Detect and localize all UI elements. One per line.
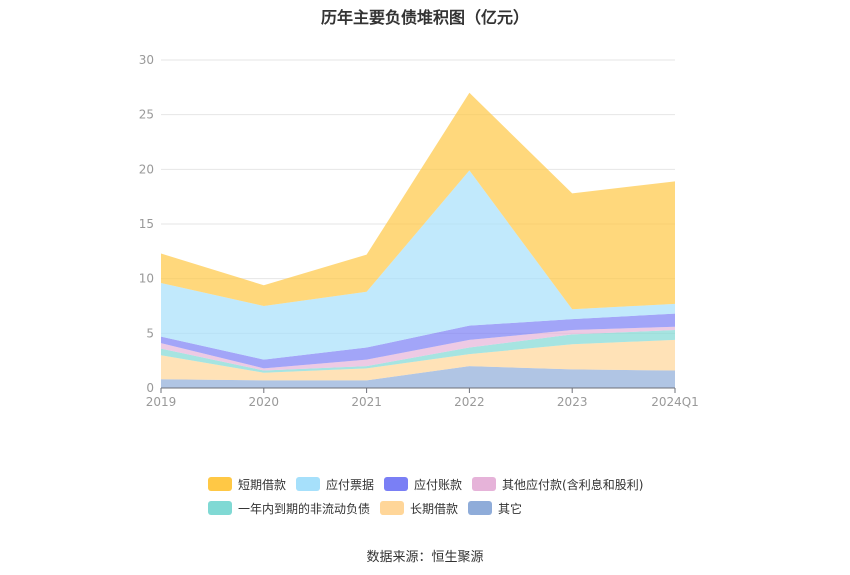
legend-item-long-term-loans[interactable]: 长期借款: [380, 500, 458, 517]
area-series-6: [161, 92, 675, 310]
stacked-area-chart: 2019 2020 2021 2022 2023 2024Q1 0 5 10 15 20 25 30: [139, 53, 699, 409]
legend-label: 长期借款: [410, 501, 459, 516]
y-tick-label: 5: [146, 326, 154, 340]
legend-swatch: [384, 477, 409, 491]
x-tick-label: 2022: [454, 395, 485, 409]
legend-label: 一年内到期的非流动负债: [238, 501, 371, 516]
area-series-0: [161, 366, 675, 388]
legend-item-notes-payable[interactable]: 应付票据: [296, 476, 374, 493]
legend-swatch: [468, 501, 493, 515]
legend-item-current-noncurrent-liabilities[interactable]: 一年内到期的非流动负债: [208, 500, 370, 517]
x-tick-label: 2021: [351, 395, 382, 409]
legend-label: 其他应付款(含利息和股利): [502, 477, 644, 492]
legend-swatch: [296, 477, 321, 491]
y-tick-label: 20: [139, 162, 154, 176]
legend-label: 短期借款: [238, 477, 287, 492]
area-series-3: [161, 326, 675, 371]
legend: 短期借款 应付票据 应付账款 其他应付款(含利息和股利) 一年内到期的非流动负债…: [208, 472, 688, 520]
legend-label: 应付票据: [326, 477, 375, 492]
y-tick-label: 15: [139, 217, 154, 231]
legend-label: 其它: [498, 501, 523, 516]
legend-item-other[interactable]: 其它: [468, 500, 522, 517]
legend-swatch: [208, 477, 232, 491]
legend-swatch: [472, 477, 497, 491]
area-series-4: [161, 313, 675, 369]
y-tick-label: 10: [139, 272, 154, 286]
x-tick-label: 2020: [249, 395, 280, 409]
legend-item-accounts-payable[interactable]: 应付账款: [384, 476, 462, 493]
y-axis: 0 5 10 15 20 25 30: [139, 53, 154, 395]
x-tick-label: 2023: [557, 395, 588, 409]
y-tick-label: 0: [146, 381, 154, 395]
x-tick-label: 2024Q1: [651, 395, 699, 409]
data-source: 数据来源：恒生聚源: [366, 550, 484, 565]
area-series-1: [161, 339, 675, 381]
x-axis: 2019 2020 2021 2022 2023 2024Q1: [146, 387, 699, 409]
chart-title: 历年主要负债堆积图（亿元）: [320, 8, 529, 27]
area-series-5: [161, 170, 675, 360]
legend-row: 一年内到期的非流动负债 长期借款 其它: [208, 496, 688, 520]
legend-swatch: [208, 501, 232, 515]
area-series: [161, 92, 675, 388]
area-series-2: [161, 330, 675, 373]
legend-swatch: [380, 501, 405, 515]
legend-item-other-payables[interactable]: 其他应付款(含利息和股利): [472, 476, 643, 493]
legend-row: 短期借款 应付票据 应付账款 其他应付款(含利息和股利): [208, 472, 688, 496]
y-tick-label: 30: [139, 53, 154, 67]
legend-item-short-term-loans[interactable]: 短期借款: [208, 476, 286, 493]
legend-label: 应付账款: [414, 477, 463, 492]
y-tick-label: 25: [139, 108, 154, 122]
x-tick-label: 2019: [146, 395, 177, 409]
